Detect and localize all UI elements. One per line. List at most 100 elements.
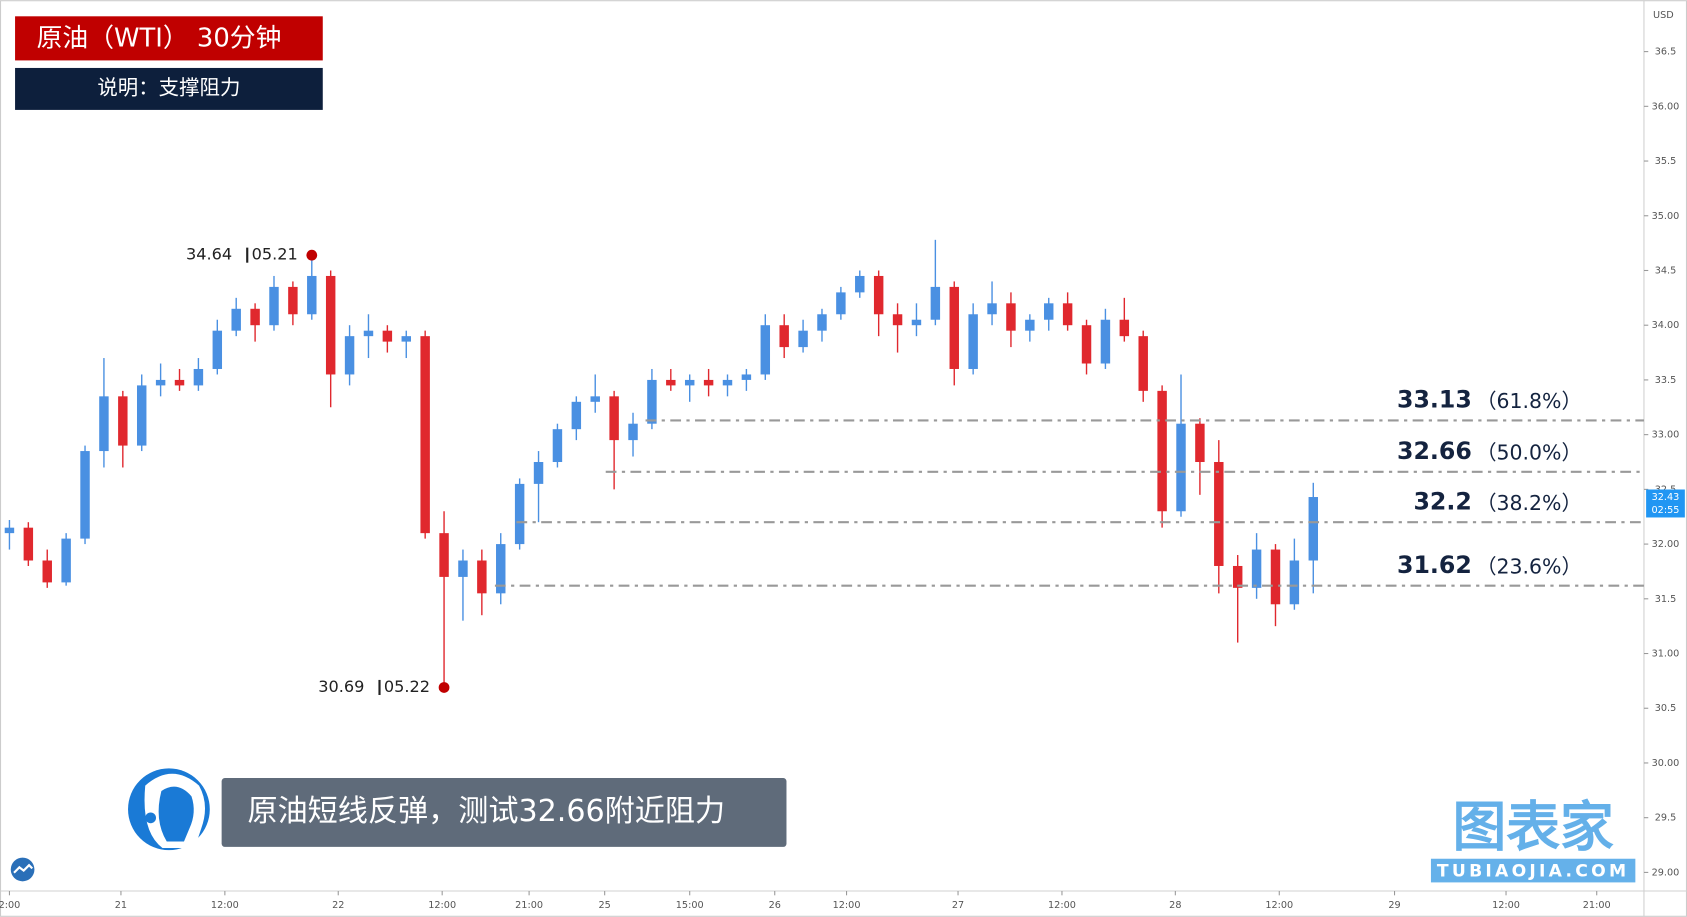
y-tick-label: 36.5 (1655, 47, 1677, 58)
fib-percent: （50.0%） (1476, 441, 1582, 465)
y-tick-label: 29.5 (1655, 813, 1677, 824)
candle-body (1062, 303, 1073, 326)
x-tick-label: 12:00 (1492, 900, 1520, 911)
candle-body (798, 330, 808, 348)
candle-body (1308, 497, 1319, 561)
x-tick-label: 15:00 (676, 900, 704, 911)
y-tick-label: 32.00 (1652, 539, 1680, 550)
x-tick-label: 2:00 (0, 900, 20, 911)
candle-body (703, 379, 714, 386)
fib-percent: （23.6%） (1476, 554, 1582, 578)
candle-body (193, 368, 204, 386)
title: 原油（WTI） 30分钟 (37, 23, 282, 53)
y-tick-label: 35.5 (1655, 156, 1677, 167)
x-tick-label: 12:00 (1265, 900, 1293, 911)
candle-body (968, 314, 978, 369)
fib-percent: （61.8%） (1476, 389, 1582, 413)
candle-body (1195, 423, 1205, 463)
candle-body (136, 385, 147, 446)
candle-body (760, 325, 771, 375)
candle-body (382, 330, 393, 342)
subtitle-box (15, 67, 323, 110)
candle-body (1138, 336, 1148, 391)
candle-body (590, 396, 600, 402)
x-tick-label: 12:00 (833, 900, 861, 911)
fib-value: 32.2 (1413, 487, 1471, 515)
x-tick-label: 12:00 (1048, 900, 1076, 911)
candle-body (155, 379, 166, 386)
x-tick-label: 28 (1169, 900, 1181, 911)
candle-body (684, 379, 695, 386)
candle-body (61, 538, 71, 583)
candle-body (817, 314, 827, 331)
x-tick-label: 21:00 (515, 900, 543, 911)
caption-box (221, 778, 787, 847)
extreme-marker (306, 249, 318, 261)
candle-body (930, 286, 941, 320)
candle-body (212, 330, 223, 369)
candle-body (836, 292, 846, 315)
candle-body (307, 275, 317, 315)
candle-body (987, 303, 997, 315)
x-tick-label: 12:00 (211, 900, 239, 911)
extreme-date: 05.21 (252, 245, 298, 264)
logo-url: TUBIAOJIA.COM (1437, 862, 1629, 882)
candle-body (552, 429, 563, 463)
candle-body (231, 308, 241, 331)
candle-body (250, 308, 260, 326)
fib-value: 32.66 (1397, 437, 1472, 465)
candle-body (1232, 565, 1243, 588)
candle-body (1044, 303, 1054, 320)
last-price-box (1646, 489, 1685, 518)
candle-body (855, 275, 865, 293)
candle-body (401, 336, 411, 342)
candle-body (118, 396, 128, 446)
candle-body (80, 451, 90, 539)
caption: 原油短线反弹，测试32.66附近阻力 (247, 794, 725, 829)
title-box (15, 16, 323, 61)
candle-body (571, 401, 582, 430)
candle-body (1006, 303, 1016, 331)
avatar-icon (128, 768, 210, 851)
subtitle: 说明：支撑阻力 (97, 75, 240, 99)
candle-body (1081, 325, 1092, 364)
candle-body (439, 533, 449, 577)
candle-body (1100, 319, 1111, 364)
x-tick-label: 25 (599, 900, 611, 911)
y-tick-label: 30.5 (1655, 703, 1677, 714)
y-tick-label: 31.5 (1655, 594, 1677, 605)
y-tick-label: 36.00 (1652, 101, 1680, 112)
tv-logo (10, 857, 35, 882)
candle-body (628, 423, 638, 441)
candle-body (288, 286, 298, 315)
extreme-value: 30.69 (318, 677, 364, 696)
candle-body (23, 527, 34, 561)
candle-body (1025, 319, 1035, 331)
extreme-date: 05.22 (384, 677, 430, 696)
x-tick-label: 26 (769, 900, 781, 911)
candle-body (1119, 319, 1130, 337)
candle-body (174, 379, 185, 386)
candle-body (647, 379, 657, 424)
candle-body (779, 325, 789, 348)
y-tick-label: 31.00 (1652, 649, 1680, 660)
candle-body (892, 314, 903, 326)
y-tick-label: 33.00 (1652, 430, 1680, 441)
candle-body (1270, 549, 1281, 605)
candle-body (420, 336, 430, 534)
x-tick-label: 12:00 (428, 900, 456, 911)
y-tick-label: 35.00 (1652, 211, 1680, 222)
candle-body (496, 544, 506, 594)
x-tick-label: 22 (332, 900, 344, 911)
candle-body (325, 275, 336, 375)
y-tick-label: 34.00 (1652, 320, 1680, 331)
fib-percent: （38.2%） (1476, 491, 1582, 515)
candle-body (949, 286, 959, 369)
candle-body (4, 527, 15, 534)
candle-body (1214, 462, 1224, 566)
x-tick-label: 21:00 (1583, 900, 1611, 911)
logo-name: 图表家 (1452, 795, 1614, 858)
candle-body (741, 374, 752, 380)
